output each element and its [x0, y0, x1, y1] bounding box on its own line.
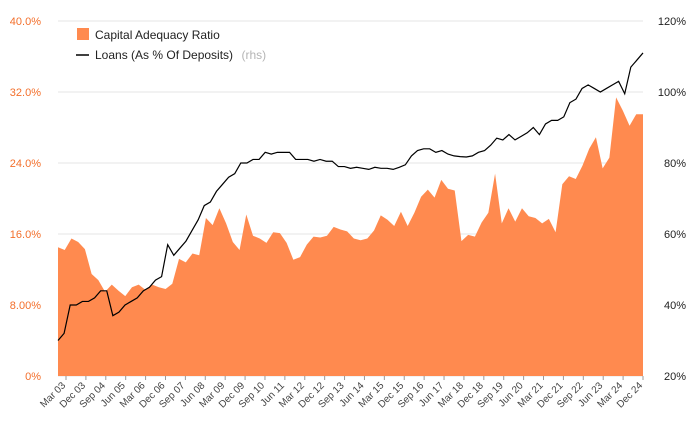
legend-line-label: Loans (As % Of Deposits): [95, 48, 233, 62]
left-tick-label: 0%: [25, 371, 41, 383]
left-tick-label: 32.0%: [10, 87, 41, 99]
left-tick-label: 8.00%: [10, 300, 41, 312]
right-axis: 20% 40% 60% 80% 100% 120%: [658, 16, 686, 383]
left-tick-label: 24.0%: [10, 158, 41, 170]
right-tick-label: 40%: [664, 300, 686, 312]
legend-area-label: Capital Adequacy Ratio: [95, 28, 220, 42]
legend-area-swatch: [77, 28, 89, 40]
right-tick-label: 60%: [664, 229, 686, 241]
right-tick-label: 120%: [658, 16, 686, 28]
right-tick-label: 20%: [664, 371, 686, 383]
legend-line-label-group: Loans (As % Of Deposits) (rhs): [95, 46, 266, 63]
legend-line-note: (rhs): [242, 48, 267, 62]
capital-adequacy-area: [58, 97, 643, 376]
loans-line: [57, 52, 644, 341]
legend: Capital Adequacy Ratio Loans (As % Of De…: [76, 28, 266, 63]
left-tick-label: 40.0%: [10, 16, 41, 28]
left-axis: 0% 8.00% 16.0% 24.0% 32.0% 40.0%: [10, 16, 41, 383]
right-tick-label: 100%: [658, 87, 686, 99]
left-tick-label: 16.0%: [10, 229, 41, 241]
right-tick-label: 80%: [664, 158, 686, 170]
